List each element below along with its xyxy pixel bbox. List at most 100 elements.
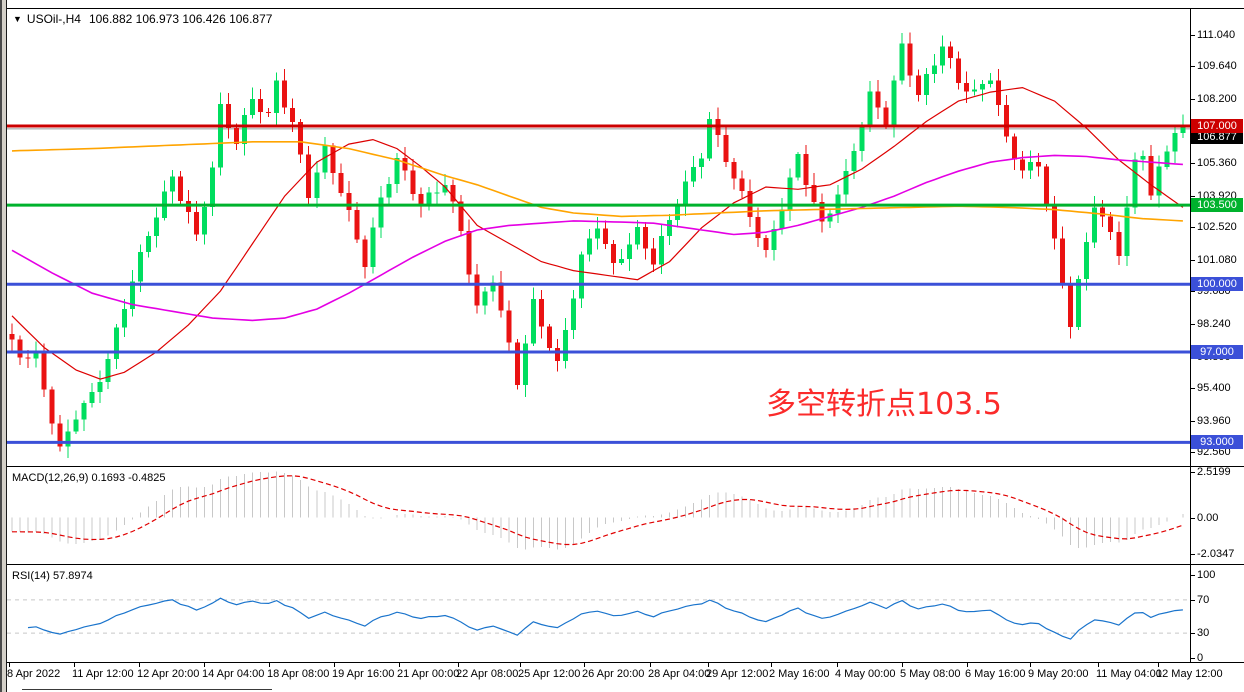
chart-left-border: [6, 0, 7, 692]
macd-tick-label: -2.0347: [1197, 547, 1235, 560]
price-badge-93.000: 93.000: [1191, 435, 1243, 449]
price-badge-100.000: 100.000: [1191, 277, 1243, 291]
date-label: 11 Apr 12:00: [72, 668, 134, 680]
chart-annotation[interactable]: 多空转折点103.5: [766, 387, 1002, 422]
price-tick-label: 95.400: [1197, 382, 1231, 394]
rsi-tick-label: 70: [1197, 594, 1210, 606]
price-tick-mark: [1190, 291, 1195, 292]
date-label: 22 Apr 08:00: [456, 668, 519, 680]
main-price-chart[interactable]: [7, 32, 1190, 459]
date-label: 25 Apr 12:00: [518, 668, 581, 680]
macd-tick-mark: [1190, 471, 1195, 473]
date-label: 18 Apr 08:00: [267, 668, 330, 680]
date-tick-mark: [1030, 663, 1031, 667]
date-tick-mark: [269, 663, 270, 667]
date-label: 9 May 20:00: [1028, 668, 1089, 680]
date-label: 5 May 08:00: [900, 668, 961, 680]
price-badge-103.500: 103.500: [1191, 198, 1243, 212]
symbol-timeframe-label: USOil-,H4: [26, 12, 81, 26]
symbol-dropdown-icon[interactable]: ▼: [13, 14, 22, 24]
price-tick-mark: [1190, 260, 1195, 261]
date-label: 12 Apr 20:00: [137, 668, 200, 680]
ohlc-values: 106.882 106.973 106.426 106.877: [88, 12, 273, 26]
date-label: 8 Apr 2022: [7, 668, 61, 680]
price-tick-mark: [1190, 35, 1195, 36]
price-tick-mark: [1190, 99, 1195, 100]
price-tick-label: 98.240: [1197, 318, 1231, 330]
date-label: 28 Apr 04:00: [648, 668, 711, 680]
date-tick-mark: [837, 663, 838, 667]
time-axis-line[interactable]: [7, 662, 1244, 663]
price-tick-mark: [1190, 452, 1195, 453]
price-tick-label: 92.560: [1197, 446, 1231, 458]
price-tick-mark: [1190, 163, 1195, 164]
date-tick-mark: [584, 663, 585, 667]
date-tick-mark: [9, 663, 10, 667]
moving-average-mid: [11, 154, 1183, 322]
date-label: 29 Apr 12:00: [706, 668, 769, 680]
date-label: 6 May 16:00: [965, 668, 1026, 680]
price-badge-bid: 106.877: [1191, 130, 1243, 144]
rsi-tick-mark: [1190, 575, 1195, 576]
date-tick-mark: [902, 663, 903, 667]
price-tick-label: 109.640: [1197, 60, 1237, 72]
price-tick-mark: [1190, 421, 1195, 422]
macd-signal-line: [12, 475, 1184, 546]
rsi-header: RSI(14) 57.8974: [12, 570, 93, 582]
price-tick-label: 111.040: [1197, 29, 1236, 41]
date-tick-mark: [708, 663, 709, 667]
scrollbar-remnant: [22, 689, 272, 690]
rsi-tick-label: 100: [1197, 569, 1216, 581]
rsi-tick-mark: [1190, 600, 1195, 601]
symbol-header: ▼ USOil-,H4 106.882 106.973 106.426 106.87…: [13, 12, 272, 26]
date-label: 14 Apr 04:00: [202, 668, 265, 680]
date-label: 19 Apr 16:00: [332, 668, 395, 680]
macd-rsi-separator[interactable]: [7, 564, 1244, 565]
window-left-edge: [0, 0, 2, 692]
rsi-tick-label: 0: [1197, 652, 1204, 664]
date-label: 4 May 00:00: [835, 668, 896, 680]
date-tick-mark: [650, 663, 651, 667]
price-tick-mark: [1190, 196, 1195, 197]
rsi-tick-mark: [1190, 633, 1195, 634]
date-tick-mark: [74, 663, 75, 667]
date-tick-mark: [139, 663, 140, 667]
price-tick-label: 93.960: [1197, 415, 1231, 427]
main-macd-separator[interactable]: [7, 466, 1244, 467]
date-label: 2 May 16:00: [769, 668, 830, 680]
date-tick-mark: [204, 663, 205, 667]
date-tick-mark: [1098, 663, 1099, 667]
date-label: 21 Apr 00:00: [397, 668, 460, 680]
date-tick-mark: [771, 663, 772, 667]
rsi-line: [27, 597, 1183, 640]
price-tick-mark: [1190, 66, 1195, 67]
date-label: 12 May 12:00: [1156, 668, 1223, 680]
rsi-tick-label: 30: [1197, 627, 1210, 639]
moving-average-fast: [11, 86, 1184, 380]
price-tick-mark: [1190, 388, 1195, 389]
moving-average-slow: [11, 141, 1183, 222]
macd-values: 0.1693 -0.4825: [91, 472, 166, 484]
price-tick-mark: [1190, 227, 1195, 228]
date-tick-mark: [334, 663, 335, 667]
price-tick-label: 101.080: [1197, 254, 1237, 266]
rsi-indicator-chart[interactable]: [7, 597, 1190, 640]
macd-indicator-chart[interactable]: [11, 471, 1184, 550]
macd-tick-mark: [1190, 517, 1195, 519]
date-tick-mark: [967, 663, 968, 667]
rsi-tick-mark: [1190, 658, 1195, 659]
chart-top-border: [7, 8, 1244, 9]
price-badge-107.000: 107.000: [1191, 119, 1243, 133]
price-tick-label: 105.360: [1197, 157, 1237, 169]
macd-tick-mark: [1190, 553, 1195, 555]
date-tick-mark: [399, 663, 400, 667]
macd-tick-label: 2.5199: [1197, 465, 1231, 478]
candles: [9, 32, 1186, 459]
date-tick-mark: [458, 663, 459, 667]
price-tick-label: 102.520: [1197, 221, 1237, 233]
price-tick-label: 108.200: [1197, 93, 1237, 105]
date-label: 11 May 04:00: [1096, 668, 1162, 680]
price-axis-line[interactable]: [1190, 8, 1191, 662]
